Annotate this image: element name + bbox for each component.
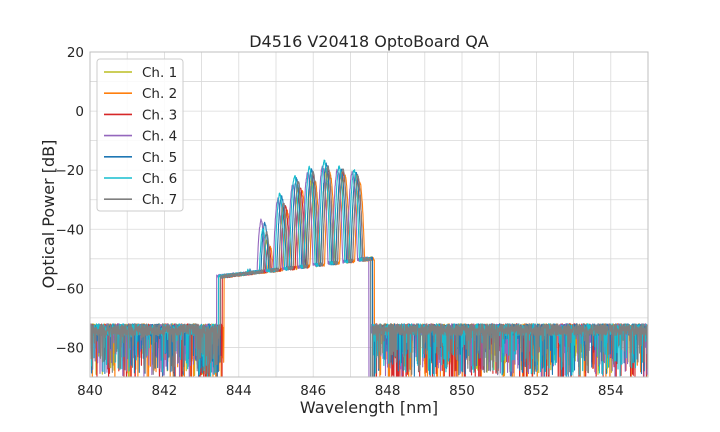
series-group (90, 159, 648, 377)
x-tick-label: 852 (524, 383, 550, 399)
y-tick-label: −20 (56, 163, 85, 179)
y-tick-label: −60 (56, 281, 85, 297)
y-tick-label: −40 (56, 222, 85, 238)
legend-label-ch5: Ch. 5 (142, 150, 177, 166)
x-tick-label: 854 (598, 383, 624, 399)
plot-frame (89, 51, 649, 378)
legend-label-ch3: Ch. 3 (142, 107, 177, 123)
legend-label-ch4: Ch. 4 (142, 129, 177, 145)
y-axis-ticks: −80 −60 −40 −20 0 20 (56, 45, 85, 356)
x-tick-label: 844 (226, 383, 252, 399)
x-tick-label: 848 (375, 383, 401, 399)
chart-title: D4516 V20418 OptoBoard QA (249, 32, 489, 51)
x-tick-label: 842 (152, 383, 178, 399)
x-tick-label: 840 (77, 383, 103, 399)
plot-area (90, 159, 648, 377)
y-axis-label: Optical Power [dB] (39, 140, 58, 289)
legend-label-ch7: Ch. 7 (142, 192, 177, 208)
legend: Ch. 1 Ch. 2 Ch. 3 Ch. 4 Ch. 5 Ch. 6 Ch. 7 (96, 58, 184, 212)
y-tick-label: 0 (75, 104, 84, 120)
x-axis-label: Wavelength [nm] (300, 398, 438, 417)
legend-box (96, 58, 184, 212)
legend-label-ch1: Ch. 1 (142, 65, 177, 81)
x-tick-label: 850 (449, 383, 475, 399)
x-tick-label: 846 (300, 383, 326, 399)
legend-label-ch2: Ch. 2 (142, 86, 177, 102)
legend-label-ch6: Ch. 6 (142, 171, 177, 187)
y-tick-label: 20 (67, 45, 84, 61)
x-axis-ticks: 840 842 844 846 848 850 852 854 (77, 383, 624, 399)
y-tick-label: −80 (56, 340, 85, 356)
series-line-ch7 (90, 165, 648, 377)
